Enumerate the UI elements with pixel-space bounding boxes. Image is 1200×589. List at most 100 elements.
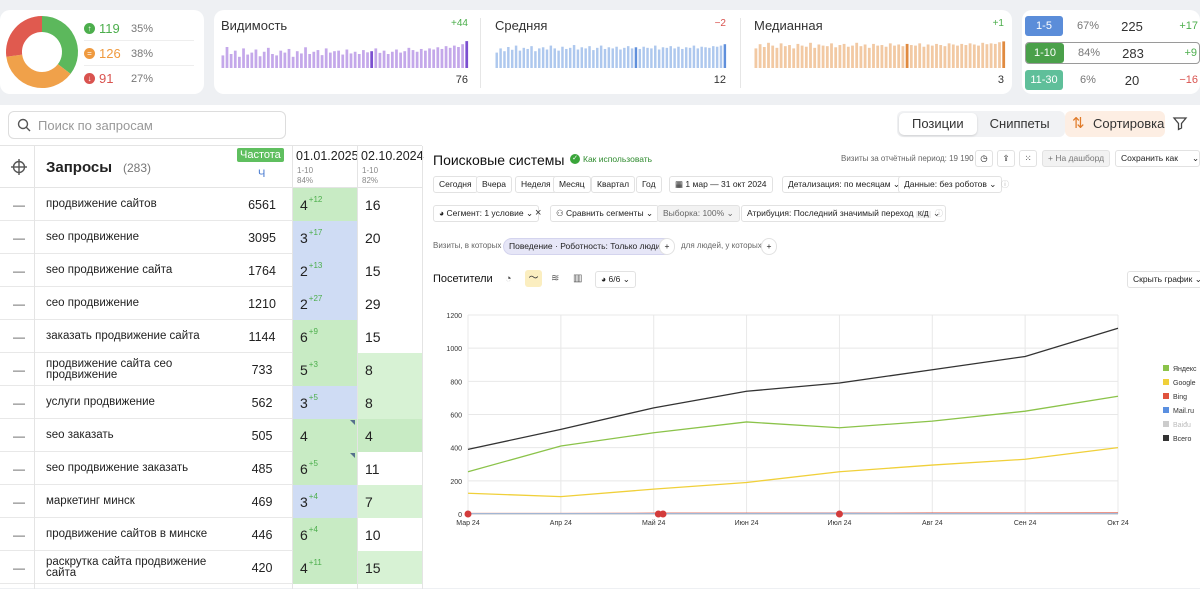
- attribution-select[interactable]: Атрибуция: Последний значимый переход К/…: [741, 205, 946, 222]
- range-badge: 1-5: [1025, 16, 1063, 36]
- metric-visibility[interactable]: Видимость +44 76: [214, 10, 476, 94]
- attribution-label: Атрибуция: Последний значимый переход: [747, 208, 913, 218]
- howto-link[interactable]: Как использовать: [583, 154, 652, 164]
- row-toggle-icon[interactable]: —: [12, 551, 26, 584]
- date-range-picker[interactable]: ▦ 1 мар — 31 окт 2024: [669, 176, 773, 193]
- line-mode-icon[interactable]: 〜: [525, 270, 542, 287]
- compare-segments-button[interactable]: ⚇ Сравнить сегменты ⌄: [550, 205, 659, 222]
- tab-positions[interactable]: Позиции: [899, 113, 977, 135]
- legend-label[interactable]: Baiđu: [1173, 422, 1191, 429]
- row-toggle-icon[interactable]: —: [12, 518, 26, 551]
- series-select[interactable]: ◕ 6/6 ⌄: [595, 271, 636, 288]
- clock-icon[interactable]: ◷: [975, 150, 993, 167]
- search-input[interactable]: Поиск по запросам: [8, 111, 286, 139]
- spark-bar: [542, 47, 544, 68]
- row-toggle-icon[interactable]: —: [12, 353, 26, 386]
- period-button[interactable]: Квартал: [591, 176, 635, 193]
- row-toggle-icon[interactable]: —: [12, 452, 26, 485]
- period-button[interactable]: Месяц: [553, 176, 591, 193]
- bar-mode-icon[interactable]: ▥: [573, 273, 582, 284]
- add-people-condition-button[interactable]: +: [761, 238, 777, 255]
- info-icon[interactable]: ⓘ: [1001, 179, 1009, 190]
- spark-bar: [763, 47, 766, 68]
- spark-bar: [927, 44, 930, 68]
- row-toggle-icon[interactable]: —: [12, 188, 26, 221]
- condition-chip[interactable]: Поведение · Роботность: Только люди ×: [503, 238, 674, 255]
- period-button[interactable]: Вчера: [476, 176, 512, 193]
- legend-label[interactable]: Яндекс: [1173, 366, 1197, 373]
- pie-mode-icon[interactable]: ◔: [505, 273, 512, 285]
- share-icon[interactable]: ⇪: [997, 150, 1015, 167]
- row-toggle-icon[interactable]: —: [12, 254, 26, 287]
- add-condition-button[interactable]: +: [659, 238, 675, 255]
- save-as-label: Сохранить как: [1121, 153, 1178, 163]
- legend-label[interactable]: Google: [1173, 380, 1196, 387]
- event-marker-icon[interactable]: [465, 511, 472, 518]
- data-filter-select[interactable]: Данные: без роботов ⌄: [898, 176, 1002, 193]
- spark-bar: [689, 48, 691, 68]
- spark-bar: [759, 44, 762, 68]
- date-column-1[interactable]: 01.01.2025: [296, 149, 359, 163]
- row-toggle-icon[interactable]: —: [12, 485, 26, 518]
- row-toggle-icon[interactable]: —: [12, 419, 26, 452]
- legend-swatch: [1163, 421, 1169, 427]
- x-tick-label: Апр 24: [550, 520, 572, 527]
- metric-average[interactable]: Средняя −2 12: [488, 10, 734, 94]
- period-button[interactable]: Год: [636, 176, 662, 193]
- spark-bar: [864, 44, 867, 68]
- filter-icon[interactable]: [1172, 115, 1188, 134]
- visitors-label[interactable]: Посетители: [433, 273, 493, 285]
- row-toggle-icon[interactable]: —: [12, 386, 26, 419]
- period-button[interactable]: Сегодня: [433, 176, 478, 193]
- spark-bar: [788, 45, 791, 68]
- row-toggle-icon[interactable]: —: [12, 320, 26, 353]
- position-previous: 20: [357, 221, 422, 254]
- hide-chart-button[interactable]: Скрыть график ⌄: [1127, 271, 1200, 288]
- sample-select[interactable]: Выборка: 100% ⌄: [657, 205, 740, 222]
- legend-label[interactable]: Mail.ru: [1173, 408, 1194, 415]
- frequency-header[interactable]: Частота: [237, 148, 284, 162]
- segment-select[interactable]: ◕ Сегмент: 1 условие ⌄: [433, 205, 539, 222]
- row-toggle-icon[interactable]: —: [12, 221, 26, 254]
- event-marker-icon[interactable]: [836, 511, 843, 518]
- row-toggle-icon[interactable]: —: [12, 287, 26, 320]
- sort-button[interactable]: ⇅ Сортировка: [1065, 111, 1165, 137]
- period-button[interactable]: Неделя: [515, 176, 557, 193]
- info-icon[interactable]: ⓘ: [935, 208, 943, 219]
- detail-select[interactable]: Детализация: по месяцам ⌄: [782, 176, 906, 193]
- settings-icon[interactable]: ⁙: [1019, 150, 1037, 167]
- spark-bar: [403, 51, 406, 68]
- dashboard-button[interactable]: + На дашборд: [1042, 150, 1110, 167]
- tab-snippets[interactable]: Сниппеты: [977, 113, 1063, 135]
- legend-label[interactable]: Bing: [1173, 394, 1187, 401]
- spark-bar: [708, 48, 710, 68]
- spark-bar: [600, 46, 602, 68]
- close-icon[interactable]: ×: [535, 207, 541, 219]
- date-column-2[interactable]: 02.10.2024: [361, 149, 424, 163]
- legend-swatch: [1163, 435, 1169, 441]
- area-mode-icon[interactable]: ≋: [551, 273, 559, 284]
- event-marker-icon[interactable]: [660, 511, 667, 518]
- spark-bar: [337, 51, 340, 68]
- legend-swatch: [1163, 393, 1169, 399]
- save-as-button[interactable]: Сохранить как⌄: [1115, 150, 1200, 167]
- crosshair-icon[interactable]: [10, 158, 28, 176]
- legend-label[interactable]: Всего: [1173, 436, 1191, 443]
- range-percent: 84%: [1064, 47, 1114, 59]
- metric-median[interactable]: Медианная +1 3: [747, 10, 1012, 94]
